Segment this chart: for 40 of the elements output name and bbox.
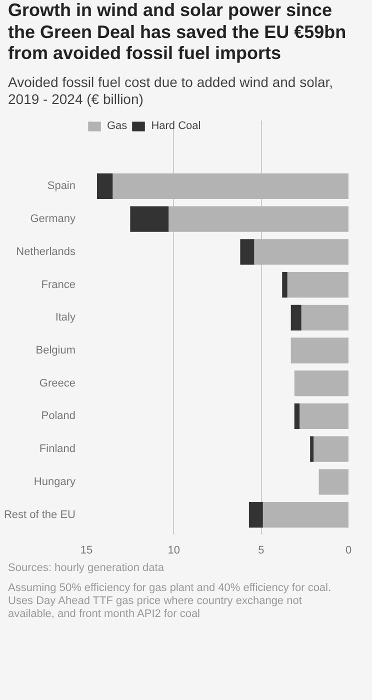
x-tick-label: 5 [258, 544, 264, 556]
bar [300, 403, 348, 430]
y-tick-label: Hungary [34, 476, 76, 488]
source-note: Sources: hourly generation data [8, 562, 164, 576]
bar [318, 469, 348, 495]
bar [290, 304, 302, 330]
bar [254, 239, 348, 265]
x-tick-label: 0 [345, 544, 352, 556]
y-tick-label: Germany [30, 213, 76, 226]
bar [240, 239, 254, 265]
y-tick-label: Italy [55, 312, 76, 324]
chart-title: Growth in wind and solar power since the Green Deal has saved the EU €59bn from avoided fossil fuel imports [8, 0, 348, 65]
legend-label: Gas [107, 120, 128, 132]
y-tick-label: Netherlands [16, 246, 76, 258]
y-tick-label: Spain [47, 180, 76, 192]
y-tick-label: Finland [39, 443, 76, 456]
bar [294, 370, 348, 396]
bar [314, 436, 348, 462]
y-tick-label: France [41, 278, 76, 291]
bar [262, 502, 348, 528]
bar [248, 502, 263, 528]
y-tick-label: Poland [41, 410, 76, 422]
bar [290, 338, 348, 364]
bar [282, 272, 288, 298]
legend-label: Hard Coal [151, 120, 201, 132]
bar [287, 272, 348, 298]
chart-subtitle: Avoided fossil fuel cost due to added wind and solar, 2019 - 2024 (€ billion) [8, 74, 334, 108]
y-tick-label: Rest of the EU [4, 508, 76, 521]
bar [168, 206, 348, 232]
y-tick-label: Belgium [36, 344, 76, 356]
bar [301, 304, 348, 330]
y-tick-label: Greece [39, 377, 76, 390]
text: Assuming 50% efficiency for gas plant and 40% efficiency for coal. Uses Day Ahead TTF gas price where country exchange not available, and front month API2 for coal [8, 582, 332, 622]
bar [310, 436, 314, 462]
bar [112, 173, 348, 200]
x-tick-label: 10 [168, 544, 180, 556]
x-tick-label: 15 [80, 544, 93, 556]
bar [96, 173, 113, 200]
bar [130, 206, 169, 232]
bar [294, 403, 300, 430]
